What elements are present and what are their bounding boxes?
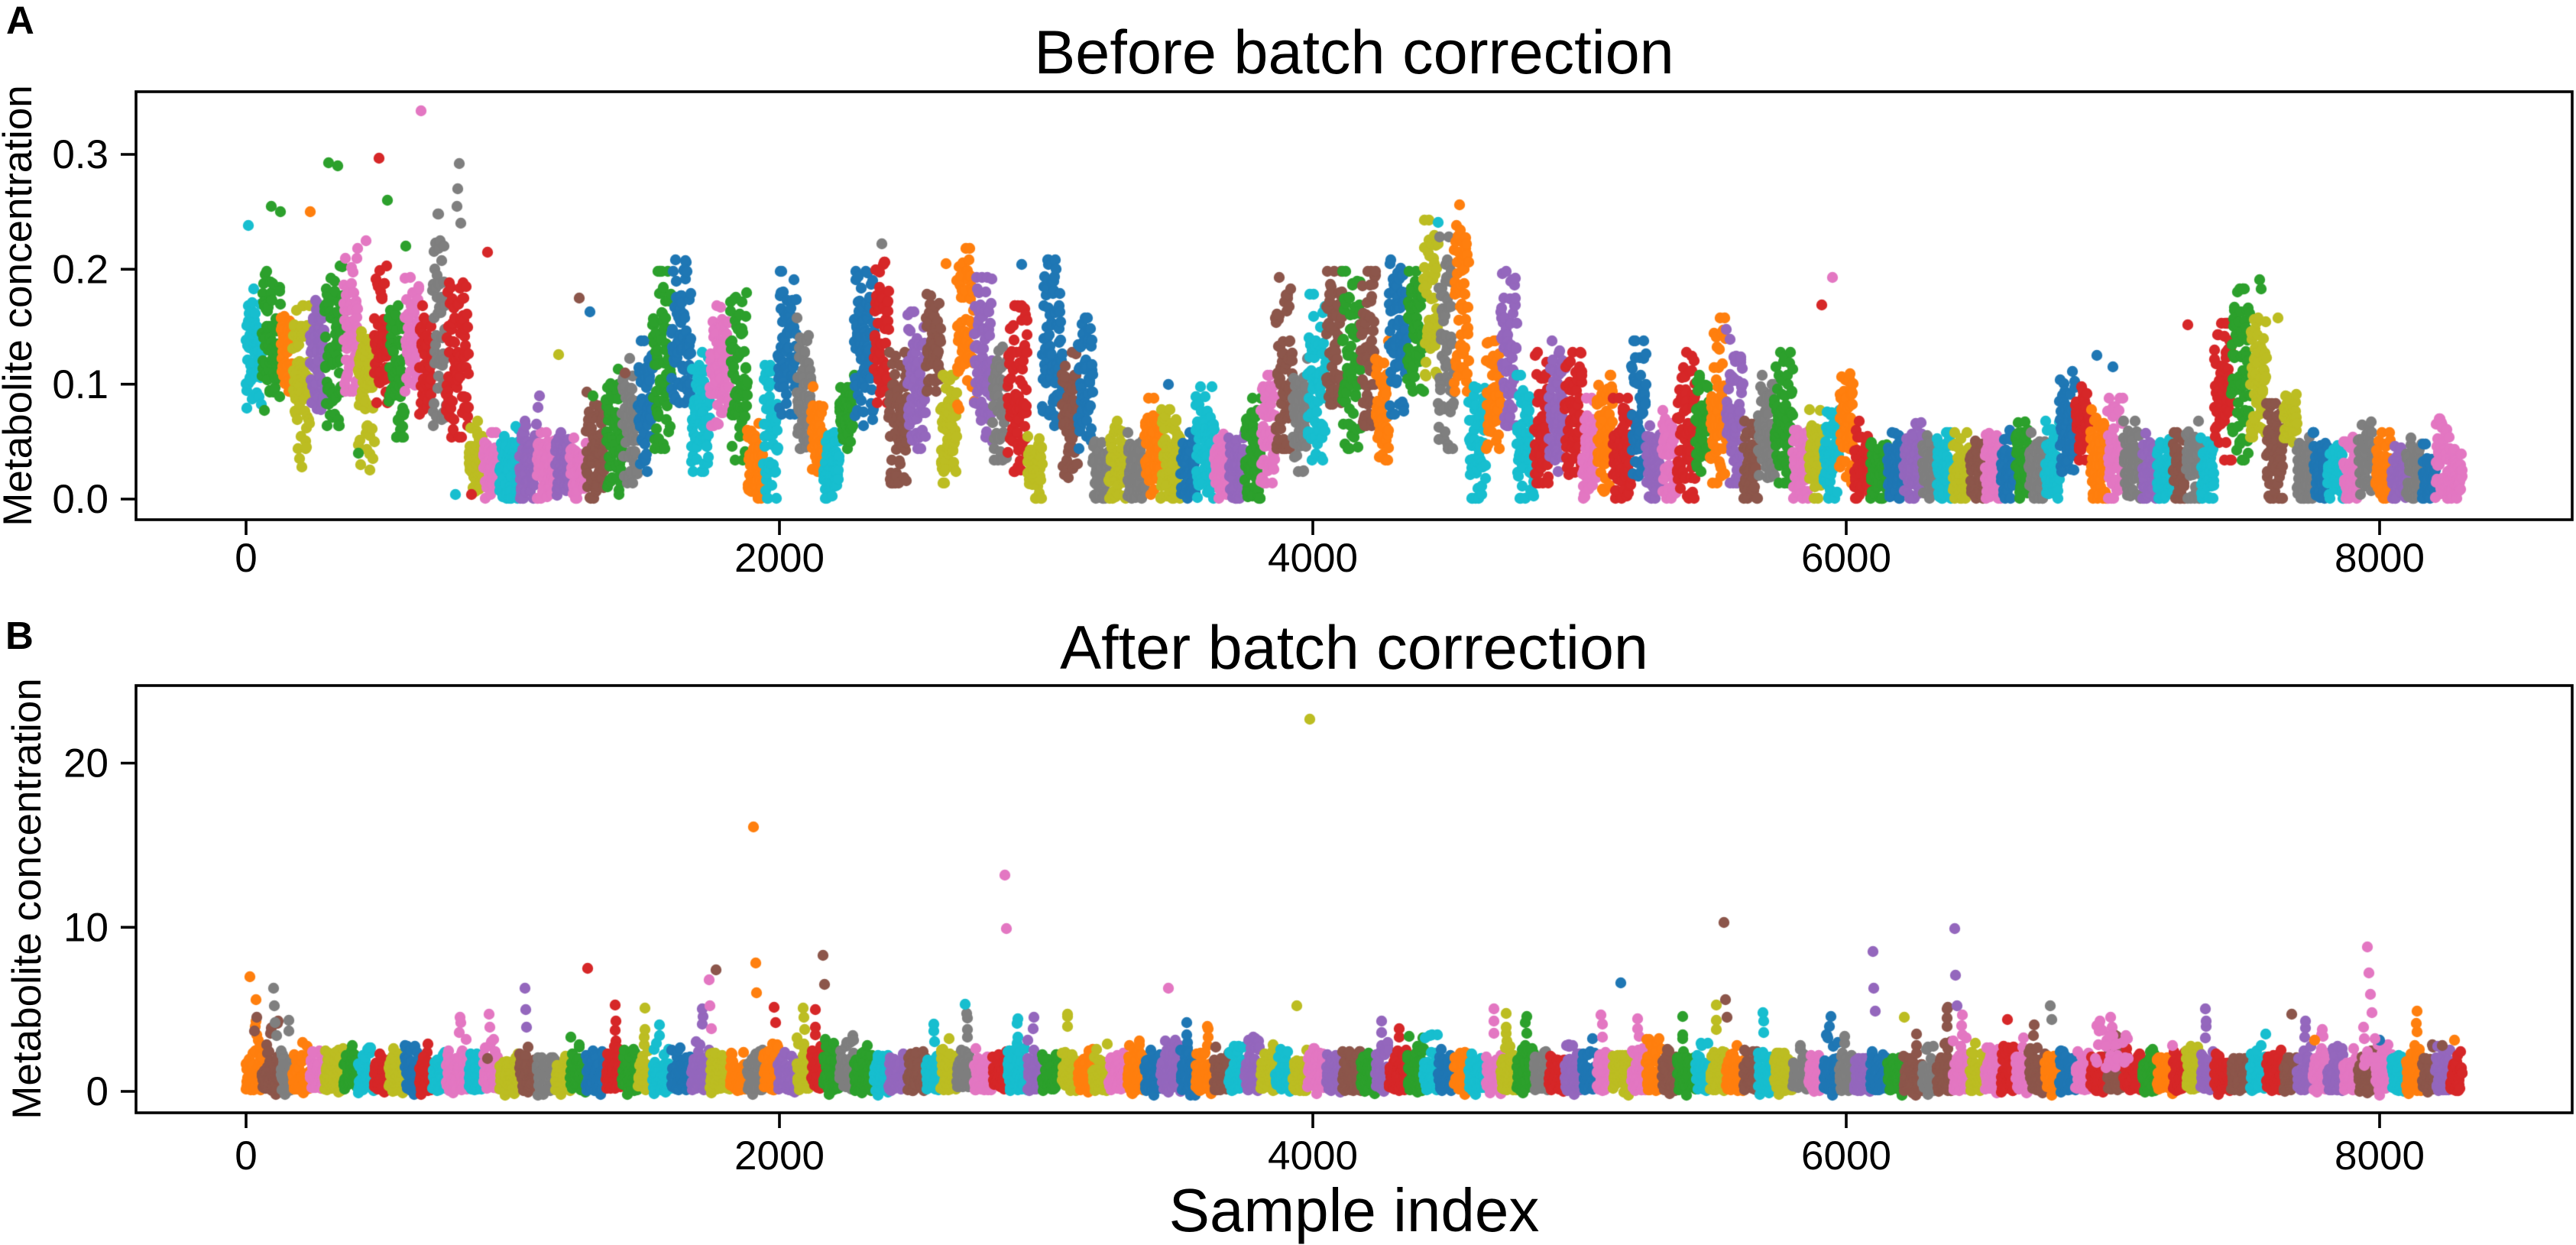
- svg-text:4000: 4000: [1268, 536, 1358, 581]
- svg-text:Metabolite concentration: Metabolite concentration: [0, 85, 41, 526]
- svg-text:10: 10: [63, 906, 109, 951]
- svg-text:6000: 6000: [1801, 1133, 1891, 1179]
- svg-text:0.1: 0.1: [52, 362, 109, 407]
- svg-text:6000: 6000: [1801, 536, 1891, 581]
- svg-text:After batch correction: After batch correction: [1060, 614, 1648, 682]
- svg-text:0.3: 0.3: [52, 132, 109, 177]
- svg-text:A: A: [6, 0, 34, 42]
- svg-text:Before batch correction: Before batch correction: [1034, 18, 1674, 87]
- svg-text:Sample index: Sample index: [1169, 1176, 1540, 1244]
- svg-text:2000: 2000: [734, 536, 825, 581]
- svg-text:0: 0: [235, 536, 257, 581]
- svg-text:8000: 8000: [2335, 1133, 2425, 1179]
- svg-text:B: B: [5, 614, 34, 657]
- svg-text:20: 20: [63, 741, 109, 786]
- svg-text:8000: 8000: [2335, 536, 2425, 581]
- svg-text:0.0: 0.0: [52, 477, 109, 522]
- svg-text:0.2: 0.2: [52, 248, 109, 293]
- svg-text:0: 0: [86, 1069, 109, 1114]
- svg-text:Metabolite concentration: Metabolite concentration: [5, 678, 50, 1119]
- svg-text:0: 0: [235, 1133, 257, 1179]
- svg-text:4000: 4000: [1268, 1133, 1358, 1179]
- svg-text:2000: 2000: [734, 1133, 825, 1179]
